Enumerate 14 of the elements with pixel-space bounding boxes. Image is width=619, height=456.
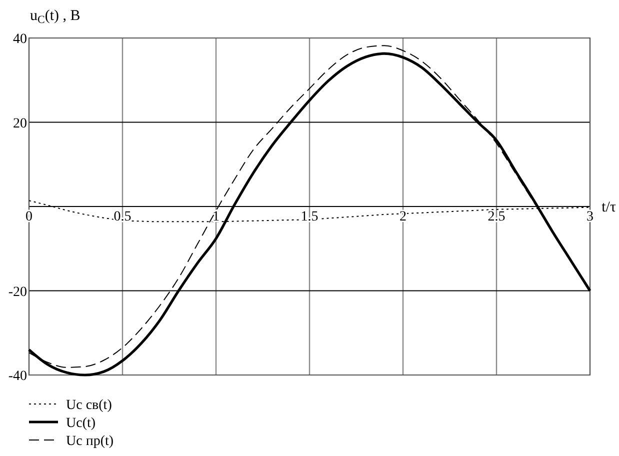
x-tick-label: 1.5 (300, 210, 318, 224)
y-tick-label: -20 (8, 284, 27, 300)
y-tick-label: 20 (13, 116, 27, 132)
y-axis-title: u$_{C}$(t) , B (30, 8, 80, 26)
x-tick-label: 0.5 (114, 210, 132, 224)
legend-label: Uc пр(t) (66, 434, 114, 449)
y-tick-label: -40 (8, 369, 27, 384)
x-tick-label: 1 (212, 210, 220, 224)
x-tick-label: 2 (400, 210, 406, 224)
x-axis-title: t/τ (602, 200, 616, 216)
x-tick-label: 2.5 (488, 210, 506, 224)
y-tick-label: 40 (13, 32, 27, 47)
legend-label: Uc(t) (66, 416, 96, 431)
legend-label: Uc св(t) (66, 398, 112, 413)
